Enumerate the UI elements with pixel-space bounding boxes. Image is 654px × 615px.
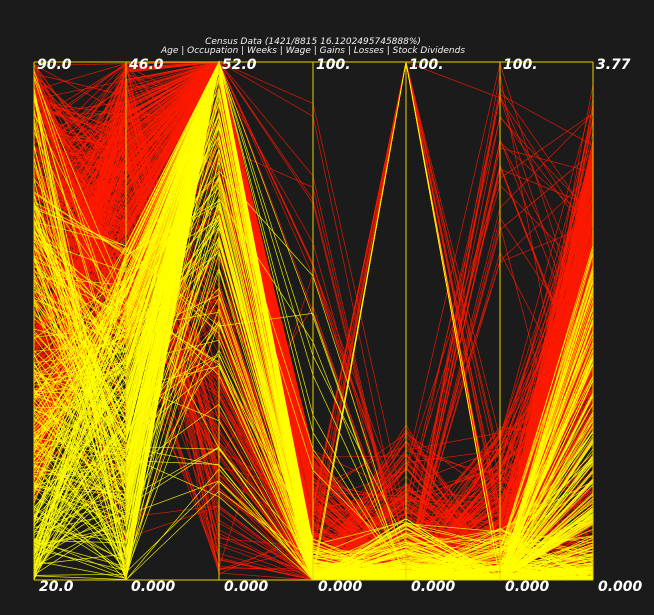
- axis-min-label-6: 0.000: [505, 579, 550, 595]
- axis-tick-labels: 90.0 20.0 46.0 0.000 52.0 0.000 100. 0.000 100. 0…: [37, 57, 643, 595]
- axis-min-label-1: 20.0: [39, 579, 74, 595]
- axes-group: [33, 61, 594, 581]
- axis-max-label-2: 46.0: [128, 57, 164, 73]
- axis-max-label-3: 52.0: [222, 57, 257, 73]
- axis-max-label-1: 90.0: [37, 57, 72, 73]
- chart-title: Census Data (1421/8815 16.1202495745888%…: [205, 37, 421, 47]
- axis-max-label-4: 100.: [316, 57, 351, 73]
- axis-min-label-7: 0.000: [598, 579, 643, 595]
- axis-max-label-5: 100.: [409, 57, 444, 73]
- axis-min-label-2: 0.000: [131, 579, 176, 595]
- axis-min-label-3: 0.000: [224, 579, 269, 595]
- axis-max-label-7: 3.77: [596, 57, 631, 73]
- axis-min-label-4: 0.000: [318, 579, 363, 595]
- axis-max-label-6: 100.: [503, 57, 538, 73]
- chart-subtitle: Age | Occupation | Weeks | Wage | Gains …: [160, 46, 465, 56]
- axis-min-label-5: 0.000: [411, 579, 456, 595]
